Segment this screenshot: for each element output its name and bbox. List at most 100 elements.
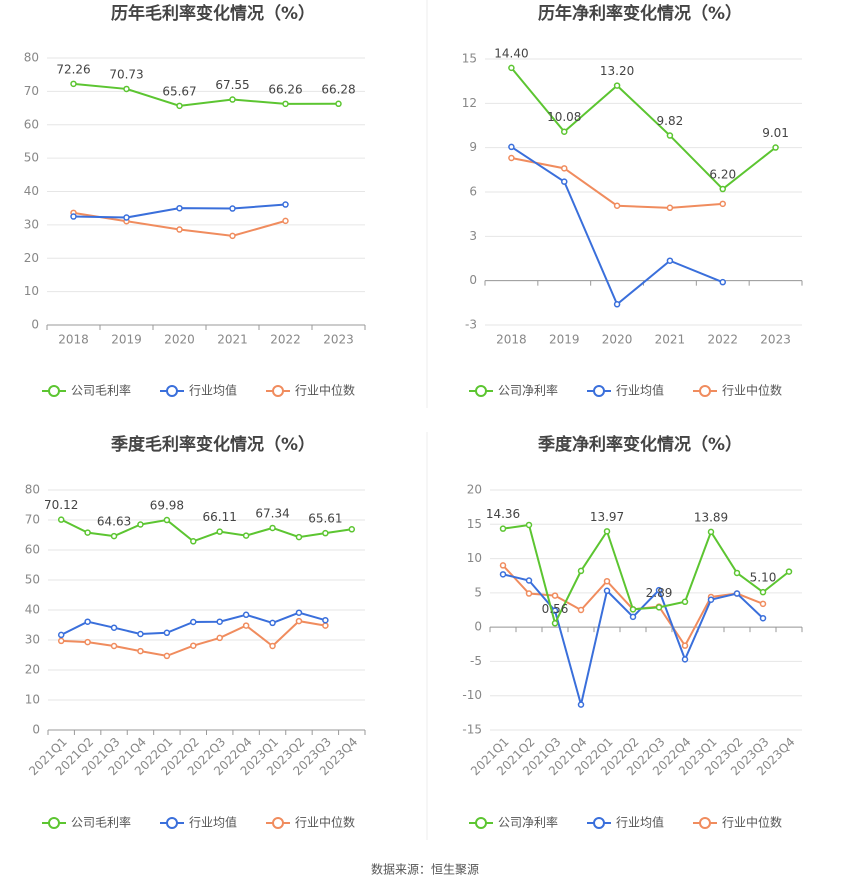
- data-point: [655, 604, 663, 611]
- data-point: [681, 642, 689, 649]
- data-label: 14.40: [494, 46, 528, 60]
- data-point: [57, 516, 65, 523]
- x-tick-label: 2018: [58, 333, 89, 347]
- series-line: [511, 157, 723, 209]
- series-line: [73, 82, 339, 107]
- data-point: [759, 600, 767, 608]
- data-point: [322, 622, 329, 629]
- data-point: [629, 606, 637, 613]
- legend-label: 行业均值: [616, 815, 664, 830]
- legend-label: 行业中位数: [295, 383, 355, 398]
- data-point: [176, 226, 183, 233]
- legend-marker: [593, 385, 605, 397]
- data-point: [719, 278, 726, 286]
- data-point: [603, 528, 611, 535]
- data-point: [707, 528, 715, 536]
- data-point: [190, 618, 197, 626]
- y-tick-label: -3: [465, 318, 477, 332]
- data-label: 10.08: [547, 110, 581, 124]
- data-point: [163, 629, 171, 637]
- data-point: [561, 165, 568, 172]
- legend-label: 行业中位数: [722, 383, 782, 398]
- y-tick-label: 80: [25, 483, 40, 497]
- data-label: 9.82: [657, 114, 684, 128]
- x-tick-label: 2022: [270, 333, 301, 347]
- data-point: [110, 624, 118, 631]
- data-point: [269, 642, 276, 650]
- chart-title: 季度毛利率变化情况（%）: [111, 434, 315, 455]
- data-point: [229, 205, 236, 212]
- legend-marker: [699, 817, 711, 829]
- data-label: 66.26: [268, 82, 302, 96]
- legend-label: 行业均值: [189, 815, 237, 830]
- data-point: [110, 532, 118, 540]
- data-point: [70, 80, 77, 88]
- chart-title: 季度净利率变化情况（%）: [538, 434, 742, 455]
- x-tick-label: 2021: [217, 333, 248, 347]
- data-point: [282, 100, 289, 108]
- data-point: [84, 529, 91, 536]
- data-point: [163, 652, 171, 660]
- y-tick-label: 0: [474, 620, 482, 634]
- y-tick-label: 5: [474, 585, 482, 599]
- y-tick-label: 60: [24, 117, 39, 131]
- legend-label: 行业均值: [616, 383, 664, 398]
- data-point: [269, 524, 276, 532]
- data-point: [508, 143, 515, 151]
- data-label: 13.97: [590, 510, 624, 524]
- chart-title: 历年毛利率变化情况（%）: [111, 3, 315, 24]
- x-tick-label: 2020: [602, 333, 633, 347]
- y-tick-label: 9: [469, 140, 477, 154]
- y-tick-label: 0: [32, 723, 40, 737]
- data-point: [295, 609, 303, 616]
- data-point: [551, 592, 559, 599]
- data-label: 69.98: [150, 499, 184, 513]
- data-point: [666, 132, 674, 139]
- data-point: [613, 301, 621, 308]
- y-tick-label: 12: [462, 96, 477, 110]
- data-point: [666, 257, 674, 264]
- data-point: [719, 185, 726, 193]
- y-tick-label: -15: [462, 723, 482, 737]
- data-label: 70.12: [44, 498, 78, 512]
- data-label: 66.28: [321, 82, 355, 96]
- data-point: [176, 204, 183, 212]
- data-point: [561, 128, 568, 135]
- data-label: 72.26: [56, 62, 90, 76]
- data-point: [719, 200, 726, 208]
- data-point: [57, 631, 65, 639]
- legend-label: 公司毛利率: [71, 383, 131, 398]
- legend-label: 行业中位数: [722, 815, 782, 830]
- legend-marker: [475, 385, 487, 397]
- data-point: [322, 529, 329, 537]
- data-point: [681, 598, 689, 606]
- data-point: [613, 82, 621, 89]
- y-tick-label: 6: [469, 185, 477, 199]
- y-tick-label: 20: [25, 663, 40, 677]
- source-note: 数据来源：恒生聚源: [371, 862, 479, 877]
- data-point: [282, 217, 289, 225]
- x-tick-label: 2019: [111, 333, 142, 347]
- data-point: [137, 521, 144, 528]
- legend-marker: [593, 817, 605, 829]
- data-label: 67.34: [255, 506, 289, 520]
- legend-marker: [699, 385, 711, 397]
- legend-label: 公司净利率: [498, 383, 558, 398]
- data-point: [295, 617, 303, 625]
- y-tick-label: 10: [467, 551, 482, 565]
- data-point: [348, 526, 356, 533]
- data-point: [759, 614, 767, 622]
- y-tick-label: 0: [31, 318, 39, 332]
- data-point: [525, 521, 533, 529]
- data-label: 6.20: [709, 168, 736, 182]
- legend-marker: [48, 817, 60, 829]
- data-point: [733, 569, 741, 577]
- series-line: [61, 620, 326, 657]
- data-point: [137, 630, 144, 638]
- y-tick-label: 40: [24, 184, 39, 198]
- data-point: [110, 642, 118, 650]
- data-point: [216, 634, 223, 642]
- data-label: 65.61: [308, 512, 342, 526]
- data-point: [123, 85, 130, 93]
